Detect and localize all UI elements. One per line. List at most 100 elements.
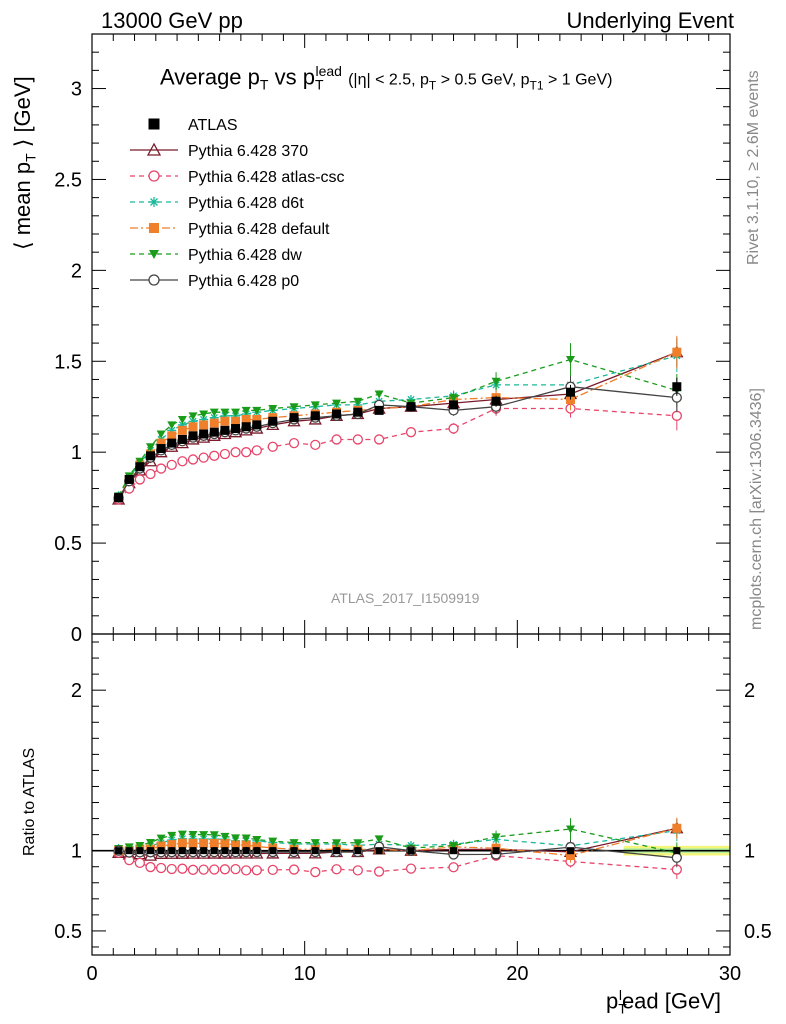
- ratio-atlas-point: [168, 847, 176, 855]
- ratio-data-point: [251, 865, 262, 876]
- ratio-data-point: [209, 838, 219, 848]
- legend-label: Pythia 6.428 370: [188, 143, 308, 160]
- y-tick-label: 2.5: [54, 169, 82, 191]
- ratio-data-point: [166, 863, 177, 875]
- main-data-point: [268, 405, 278, 414]
- main-data-point: [230, 447, 241, 458]
- ratio-atlas-point: [269, 847, 277, 855]
- title-cuts-sub1: T: [428, 78, 437, 93]
- ratio-data-point: [252, 836, 262, 845]
- ratio-data-point: [199, 831, 209, 840]
- main-data-point: [332, 399, 342, 408]
- ratio-data-point: [331, 864, 342, 875]
- legend-marker: [148, 170, 160, 182]
- main-data-point: [231, 408, 241, 417]
- legend: ATLAS Pythia 6.428 370 Pythia 6.428 atlas-…: [130, 117, 345, 290]
- x-tick-label: 20: [506, 963, 528, 985]
- ratio-atlas-point: [242, 847, 250, 855]
- legend-label: Pythia 6.428 d6t: [188, 195, 304, 212]
- ratio-atlas-point: [354, 847, 362, 855]
- ratio-atlas-point: [200, 847, 208, 855]
- main-data-point: [188, 431, 198, 441]
- main-data-point: [209, 427, 219, 437]
- main-data-point: [231, 424, 241, 434]
- ratio-data-point: [156, 834, 166, 843]
- ratio-atlas-point: [253, 847, 261, 855]
- main-data-point: [241, 422, 251, 432]
- main-series-pythia-6-428-370: [111, 337, 684, 505]
- ratio-data-point: [671, 852, 682, 863]
- title-vs-sup: lead: [315, 63, 342, 79]
- main-data-point: [188, 412, 198, 421]
- main-data-point: [155, 463, 167, 474]
- legend-label: Pythia 6.428 dw: [188, 247, 302, 264]
- main-data-point: [449, 400, 459, 410]
- title-vs-sub: T: [314, 76, 324, 93]
- main-data-point: [209, 408, 219, 417]
- ratio-data-point: [332, 839, 342, 848]
- ratio-data-point: [241, 865, 252, 876]
- ratio-y-tick-label-right: 2: [744, 680, 755, 702]
- ratio-data-point: [241, 834, 251, 843]
- legend-item: Pythia 6.428 p0: [130, 273, 299, 290]
- main-data-point: [156, 444, 166, 454]
- ratio-data-point: [188, 838, 198, 848]
- ratio-data-point: [155, 862, 167, 874]
- main-data-point: [268, 416, 278, 426]
- ratio-data-point: [167, 831, 177, 840]
- ratio-data-point: [209, 831, 219, 840]
- main-data-point: [241, 414, 251, 424]
- ratio-data-point: [231, 834, 241, 843]
- title-cuts-sub2: T1: [529, 78, 544, 93]
- ratio-data-point: [566, 825, 575, 834]
- main-data-point: [167, 421, 177, 430]
- ratio-atlas-point: [157, 847, 165, 855]
- main-data-point: [353, 407, 363, 417]
- main-data-point: [671, 410, 682, 421]
- legend-label: Pythia 6.428 default: [188, 221, 330, 238]
- main-data-point: [374, 390, 384, 399]
- main-data-point: [252, 406, 262, 415]
- plot-title: Average pT vs pTlead (|η| < 2.5, pT > 0.…: [160, 64, 612, 92]
- y-axis-label-main: ⟨ mean pT ⟩ [GeV]: [10, 76, 38, 250]
- main-data-point: [199, 420, 209, 430]
- legend-label: Pythia 6.428 atlas-csc: [188, 169, 345, 186]
- ratio-atlas-point: [567, 847, 574, 855]
- ratio-panel-series: [92, 817, 730, 879]
- ratio-atlas-point: [450, 847, 458, 855]
- mcplots-label: mcplots.cern.ch [arXiv:1306.3436]: [748, 388, 765, 630]
- legend-label: ATLAS: [188, 117, 238, 134]
- ratio-data-point: [268, 837, 278, 846]
- y-tick-label: 3: [71, 79, 82, 101]
- main-data-point: [289, 413, 299, 423]
- ratio-data-point: [241, 840, 251, 850]
- main-data-point: [145, 468, 156, 480]
- y-tick-label: 0.5: [54, 533, 82, 555]
- main-data-point: [219, 448, 231, 460]
- main-data-point: [156, 438, 166, 448]
- ratio-atlas-point: [115, 847, 123, 855]
- legend-item: Pythia 6.428 370: [130, 142, 308, 160]
- ratio-atlas-point: [232, 847, 240, 855]
- main-data-point: [220, 408, 230, 417]
- main-data-point: [209, 450, 220, 461]
- ratio-panel-frame: [91, 633, 731, 956]
- main-data-point: [187, 454, 199, 465]
- legend-marker: [149, 250, 159, 259]
- main-data-point: [566, 387, 575, 397]
- ratio-data-point: [566, 851, 575, 861]
- ratio-data-point: [672, 823, 682, 833]
- main-data-point: [177, 434, 187, 444]
- main-data-point: [672, 382, 682, 392]
- legend-marker: [149, 223, 159, 233]
- main-data-point: [491, 377, 501, 386]
- main-data-point: [267, 441, 278, 452]
- ratio-data-point: [177, 863, 188, 874]
- xlabel-start: p: [606, 988, 619, 1014]
- main-data-point: [114, 493, 124, 503]
- ratio-data-point: [231, 840, 241, 850]
- y-tick-label: 1.5: [54, 351, 82, 373]
- ratio-data-point: [405, 863, 417, 874]
- axis-ticks: [91, 33, 731, 955]
